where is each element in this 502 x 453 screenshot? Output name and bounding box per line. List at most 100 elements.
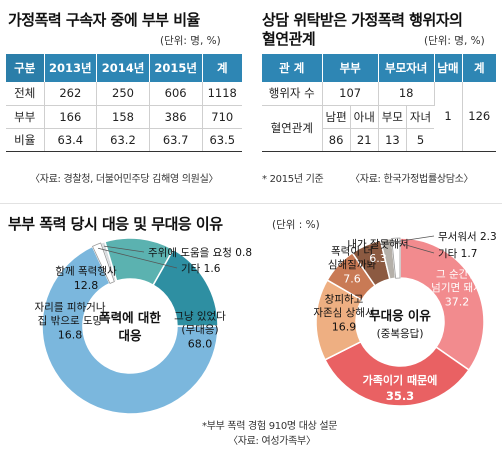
donut1-value-자리를-피하거나-집-밖으로-도망: 16.8 [58,329,83,342]
table1-cell: 606 [149,82,203,106]
table2-subheader: 아내 [350,105,379,129]
table1-cell: 63.4 [44,128,98,152]
donut1-value-그냥-있었다-(무대응): 68.0 [188,338,213,351]
donut2-slice-창피하고-자존심-상해서 [315,279,363,361]
donut1-value-함께-폭력행사: 12.8 [74,279,99,292]
donut2-value-창피하고-자존심-상해서: 16.9 [332,321,357,334]
table1-unit: (단위: 명, %) [160,35,221,47]
table1-cell: 250 [96,82,150,106]
table2-header: 부부 [322,54,379,82]
donut1-slice-기타 [91,242,116,285]
donut2-label-내가-잘못해서: 내가 잘못해서 [347,237,408,250]
donut2-leader-line [395,241,435,254]
table1-header: 구분 [6,54,45,82]
donut2-value-내가-잘못해서: 6.3 [369,252,387,265]
table1-header: 계 [202,54,242,82]
table2-header: 부모자녀 [378,54,435,82]
table1-header: 2015년 [149,54,203,82]
bottom-title: 부부 폭력 당시 대응 및 무대응 이유 [8,215,223,233]
donut2-value-무서워서: 2.3 [480,231,497,243]
donut2-slice-내가-잘못해서 [351,239,391,287]
donut2-label-가족이기-때문에: 가족이기 때문에 [363,373,438,387]
donut2-slice-그-순간만-넘기면-돼서 [399,237,485,371]
table1-cell: 전체 [6,82,45,106]
survey-note: *부부 폭력 경험 910명 대상 설문 [202,421,338,432]
donut1-label-주위에-도움을-요청: 주위에 도움을 요청 0.8 [148,246,252,259]
bottom-unit: (단위 : %) [272,219,320,231]
table2-title-line2: 혈연관계 [262,30,316,48]
table2-unit: (단위: 명, %) [424,35,485,47]
donut2-value-폭력이-더-심해질까봐: 7.6 [343,273,361,286]
donut2-center-label: 무대응 이유 [369,308,431,323]
donut2-label-기타: 기타 1.7 [438,248,477,260]
donut1-center-label: 폭력에 대한 [99,310,161,325]
donut1-center-label: 대응 [118,328,142,343]
donut1-label-기타: 기타 1.6 [181,263,221,275]
donut2-label-폭력이-더-심해질까봐: 폭력이 더 [331,246,373,258]
table2-row-label: 혈연관계 [262,105,323,152]
table2-header: 남매 [434,54,463,82]
table1-cell: 부부 [6,105,45,129]
table2-subheader: 남편 [322,105,351,129]
donut1-slice-outline [91,242,115,285]
table1-cell: 63.2 [96,128,150,152]
table1-cell: 비율 [6,128,45,152]
table2-cell-couple: 107 [322,82,379,106]
donut2-label-창피하고-자존심-상해서: 창피하고 [325,293,364,306]
donut2-value-기타: 1.7 [461,248,478,260]
donut2-slice-기타 [390,237,401,280]
donut1-label-그냥-있었다-(무대응): 그냥 있었다 [174,311,226,323]
donut1-slice-주위에-도움을-요청 [99,240,118,283]
section-divider [0,203,502,204]
donut2-slice-폭력이-더-심해질까봐 [326,251,377,302]
table1-cell: 386 [149,105,203,129]
table1-cell: 1118 [202,82,242,106]
table-row: 행위자 수 107 18 1 126 [262,82,496,152]
table2-footnote: * 2015년 기준 [262,174,324,185]
donut2-center-label: (중복응답) [377,328,424,340]
table2-cell-total: 126 [462,82,496,152]
table1-cell: 158 [96,105,150,129]
table-row: 비율 63.4 63.2 63.7 63.5 [6,128,242,152]
table1-header-row: 구분 2013년 2014년 2015년 계 [6,54,242,82]
table2-cell-parent: 18 [378,82,435,106]
table-row: 부부 166 158 386 710 [6,105,242,129]
table2-header-row: 관 계 부부 부모자녀 남매 계 [262,54,496,82]
table1-title: 가정폭력 구속자 중에 부부 비율 [8,11,200,29]
donut1-label-자리를-피하거나-집-밖으로-도망: 자리를 피하거나 [35,301,106,314]
donut1-value-기타: 1.6 [204,263,221,275]
table2-cell: 86 [322,128,351,152]
table1-cell: 63.7 [149,128,203,152]
donut1-value-주위에-도움을-요청: 0.8 [235,247,252,259]
table2-cell: 13 [378,128,407,152]
table1-header: 2013년 [44,54,98,82]
table1-source: 〈자료: 경찰청, 더불어민주당 김해영 의원실〉 [30,174,219,185]
donut2-label-창피하고-자존심-상해서: 자존심 상해서 [313,306,374,319]
donut2-slice-무서워서 [379,237,397,281]
table1-cell: 262 [44,82,98,106]
table2-cell-siblings: 1 [434,82,463,152]
table2: 관 계 부부 부모자녀 남매 계 행위자 수 107 18 1 126 혈연관계… [262,54,496,152]
donut1-slice-자리를-피하거나-집-밖으로-도망 [152,248,219,327]
table2-header: 관 계 [262,54,323,82]
donut2-label-무서워서: 무서워서 2.3 [438,230,497,243]
donut2-label-그-순간만-넘기면-돼서: 그 순간만 [436,269,478,281]
table2-header: 계 [462,54,496,82]
donut1-leader-line [103,245,145,253]
donut1-label-그냥-있었다-(무대응): (무대응) [181,324,218,336]
table2-title-line1: 상담 위탁받은 가정폭력 행위자의 [262,11,463,29]
donut2-label-폭력이-더-심해질까봐: 심해질까봐 [328,258,377,271]
donut1-slice-함께-폭력행사 [103,237,175,287]
donut2-label-그-순간만-넘기면-돼서: 넘기면 돼서 [431,282,483,294]
table2-cell: 5 [406,128,434,152]
table2-row-label: 행위자 수 [262,82,323,106]
table2-cell: 21 [350,128,379,152]
table2-source: 〈자료: 한국가정법률상담소〉 [350,174,474,185]
table2-subheader: 부모 [378,105,407,129]
table1-cell: 63.5 [202,128,242,152]
table1: 구분 2013년 2014년 2015년 계 전체 262 250 606 11… [6,54,242,152]
donut2-slice-가족이기-때문에 [323,340,471,407]
donut2-value-그-순간만-넘기면-돼서: 37.2 [445,296,470,309]
table1-cell: 710 [202,105,242,129]
donut2-value-가족이기-때문에: 35.3 [386,389,414,403]
